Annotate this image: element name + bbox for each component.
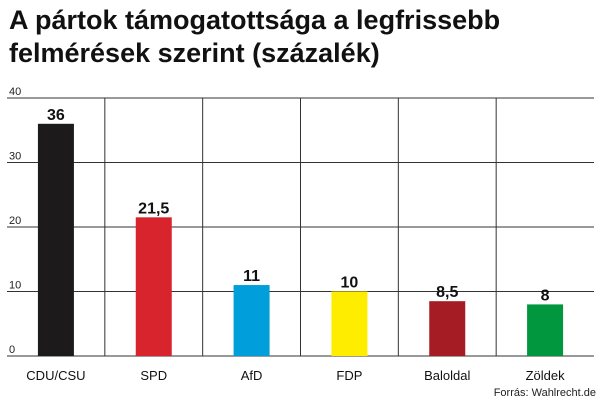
x-axis-labels: CDU/CSU SPD AfD FDP Baloldal Zöldek [26, 368, 565, 383]
data-label: 21,5 [138, 200, 169, 217]
data-label: 11 [243, 268, 260, 285]
bar [527, 304, 564, 356]
x-tick-label: FDP [336, 368, 362, 383]
y-tick-label: 40 [9, 86, 21, 98]
bar [429, 301, 466, 356]
x-tick-label: SPD [140, 368, 167, 383]
data-label: 10 [341, 275, 359, 292]
x-tick-label: CDU/CSU [26, 368, 85, 383]
y-tick-label: 0 [9, 344, 15, 356]
y-tick-label: 20 [9, 215, 21, 227]
data-labels: 36 21,5 11 10 8,5 8 [47, 107, 550, 305]
y-axis-ticks: 0 10 20 30 40 [9, 86, 21, 356]
bar [331, 291, 368, 356]
x-tick-label: Zöldek [526, 368, 566, 383]
x-tick-label: AfD [241, 368, 263, 383]
bar [37, 123, 74, 356]
bar [135, 217, 172, 356]
bars [37, 123, 564, 356]
gridlines [7, 97, 594, 357]
chart-title: A pártok támogatottsága a legfrissebb fe… [9, 5, 501, 68]
data-label: 8 [541, 287, 550, 304]
y-tick-label: 10 [9, 280, 21, 292]
bar [233, 285, 270, 356]
x-tick-label: Baloldal [424, 368, 470, 383]
data-label: 8,5 [436, 284, 458, 301]
source-note: Forrás: Wahlrecht.de [493, 387, 596, 399]
data-label: 36 [47, 107, 65, 124]
y-tick-label: 30 [9, 151, 21, 163]
